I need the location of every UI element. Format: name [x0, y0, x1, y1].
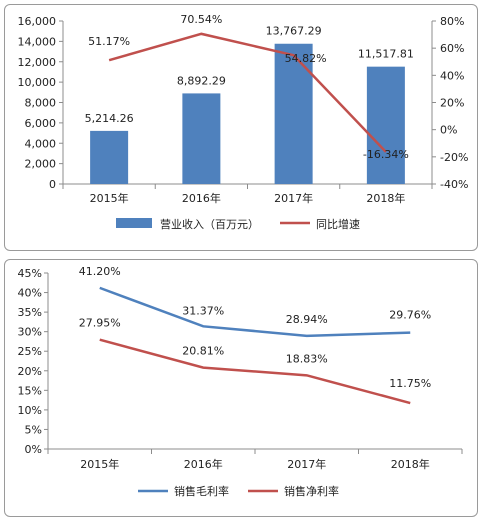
y-tick-label: 45% [18, 267, 42, 280]
x-tick-label: 2017年 [274, 191, 313, 205]
left-y-tick-label: 12,000 [18, 56, 57, 69]
y-tick-label: 35% [18, 306, 42, 319]
gross-margin-data-label: 29.76% [389, 309, 431, 322]
gross-margin-data-label: 31.37% [182, 304, 224, 317]
x-tick-label: 2018年 [366, 191, 405, 205]
revenue-bar [90, 130, 129, 184]
x-tick-label: 2015年 [80, 457, 119, 471]
gross-margin-line [99, 286, 411, 338]
x-tick-label: 2017年 [287, 457, 326, 471]
y-tick-label: 30% [18, 326, 42, 339]
right-y-tick-label: 60% [440, 42, 464, 55]
right-y-tick-label: 40% [440, 69, 464, 82]
revenue-bar-label: 5,214.26 [85, 112, 134, 125]
y-tick-label: 15% [18, 384, 42, 397]
left-y-tick-label: 14,000 [18, 35, 57, 48]
growth-data-label: 51.17% [88, 35, 130, 48]
net-margin-data-label: 11.75% [389, 377, 431, 390]
y-tick-label: 20% [18, 365, 42, 378]
revenue-bar-label: 11,517.81 [358, 48, 414, 61]
growth-data-label: 54.82% [285, 52, 327, 65]
x-tick-label: 2018年 [391, 457, 430, 471]
x-tick-label: 2015年 [90, 191, 129, 205]
y-tick-label: 25% [18, 345, 42, 358]
right-y-tick-label: 0% [440, 124, 457, 137]
growth-line [108, 32, 387, 153]
gross-margin-data-label: 28.94% [286, 313, 328, 326]
left-y-tick-label: 8,000 [25, 97, 57, 110]
left-y-tick-label: 2,000 [25, 158, 57, 171]
left-y-tick-label: 0 [49, 178, 56, 191]
left-y-tick-label: 16,000 [18, 15, 57, 28]
left-y-tick-label: 4,000 [25, 137, 57, 150]
y-tick-label: 5% [25, 423, 42, 436]
legend-label: 同比增速 [316, 217, 360, 231]
net-margin-data-label: 20.81% [182, 345, 224, 358]
revenue-bar [182, 93, 221, 184]
revenue-bar [366, 66, 405, 184]
left-y-tick-label: 10,000 [18, 76, 57, 89]
gross-margin-data-label: 41.20% [79, 265, 121, 278]
revenue-bar-label: 8,892.29 [177, 74, 226, 87]
right-y-tick-label: -40% [440, 178, 468, 191]
y-tick-label: 10% [18, 404, 42, 417]
left-y-tick-label: 6,000 [25, 117, 57, 130]
growth-data-label: 70.54% [180, 13, 222, 26]
x-tick-label: 2016年 [182, 191, 221, 205]
right-y-tick-label: 80% [440, 15, 464, 28]
legend-label: 销售毛利率 [174, 484, 229, 498]
net-margin-data-label: 18.83% [286, 352, 328, 365]
net-margin-data-label: 27.95% [79, 317, 121, 330]
y-tick-label: 0% [25, 443, 42, 456]
right-y-tick-label: 20% [440, 97, 464, 110]
margin-chart-panel [4, 259, 478, 517]
revenue-bar-label: 13,767.29 [266, 25, 322, 38]
y-tick-label: 40% [18, 287, 42, 300]
right-y-tick-label: -20% [440, 151, 468, 164]
net-margin-line [99, 338, 411, 405]
legend-bar-swatch [116, 218, 152, 228]
legend-label: 营业收入（百万元） [160, 217, 259, 231]
growth-data-label: -16.34% [363, 148, 409, 161]
legend-label: 销售净利率 [284, 484, 339, 498]
x-tick-label: 2016年 [184, 457, 223, 471]
